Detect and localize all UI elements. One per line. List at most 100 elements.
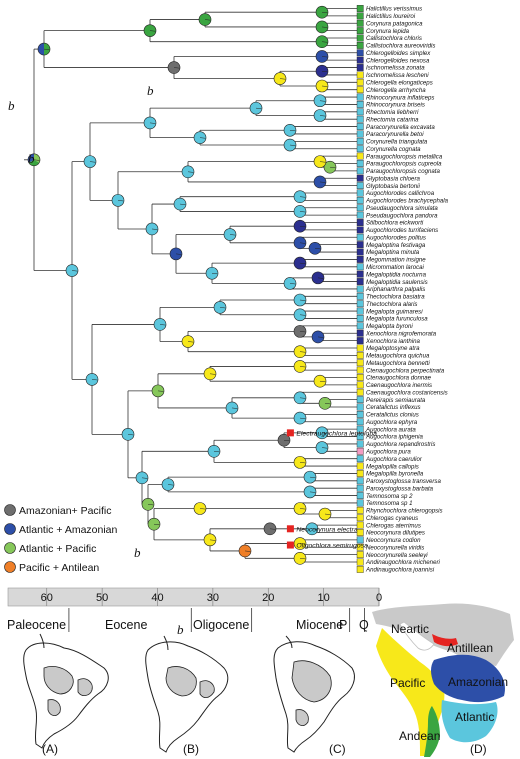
ancestral-state-pie [193, 502, 207, 515]
ancestral-state-pie [303, 470, 317, 484]
taxon-label: Augochlora pura [365, 449, 411, 456]
region-label-amazonian: Amazonian [448, 675, 508, 689]
node-tick [319, 100, 326, 102]
node-tick [319, 115, 326, 117]
legend-label: Amazonian+ Pacific [19, 505, 112, 517]
ancestral-state-pie [143, 24, 157, 37]
node-tick [299, 366, 306, 368]
node-state [249, 101, 263, 115]
ancestral-state-pie [293, 552, 307, 565]
tip-state-square [356, 462, 364, 470]
taxon-label: Neocorynura dilutipes [366, 530, 425, 537]
taxon-label: Rhinocorynura briseis [366, 102, 425, 109]
ancestral-state-pie [315, 20, 329, 34]
node-tick [321, 85, 328, 87]
ancestral-state-pie [313, 175, 327, 189]
taxon-label: Megaloptina minuta [366, 249, 420, 256]
taxon-label: Neocorynura codion [366, 537, 421, 544]
tip-state-square [356, 145, 364, 153]
ancestral-state-pie [313, 109, 327, 122]
node-tick [159, 324, 166, 326]
taxon-label: Megaloptidia nocturna [366, 271, 427, 278]
tick-label: 0 [376, 592, 382, 604]
ancestral-state-pie [308, 242, 322, 255]
taxon-label: Ischnomelissa zonata [366, 65, 425, 72]
ancestral-state-pie [293, 345, 307, 358]
node-state-slice [38, 43, 44, 56]
taxon-label: Corynura lepida [366, 28, 410, 35]
taxon-label: Thectochlora basiatra [366, 294, 425, 301]
ancestral-state-pie [305, 522, 319, 536]
ancestral-state-pie [313, 374, 327, 388]
ancestral-state-pie [293, 308, 307, 322]
node-tick [244, 550, 251, 552]
tip-state-square [356, 270, 364, 278]
ancestral-state-pie [293, 205, 307, 218]
taxon-label: Ischnomelissa lescheni [366, 72, 429, 79]
ancestral-state-pie [277, 433, 291, 447]
tip-state-square [356, 49, 364, 57]
b-markers: b b b b b [8, 83, 184, 637]
taxon-label: Paracorynurella betoi [366, 131, 424, 138]
taxon-label: Chlerogella arrhyncha [366, 87, 426, 94]
node-tick [153, 523, 160, 526]
ancestral-state-pie [293, 190, 307, 203]
taxon-label: Augochlora ephyra [365, 419, 418, 426]
node-tick [71, 270, 78, 272]
taxon-label: Halictillus loureiroi [366, 13, 416, 20]
taxon-label: Augochlorodes turrifaciens [365, 227, 438, 234]
taxon-label: Paraugochloropsis cupreola [366, 161, 442, 168]
node-tick [309, 491, 316, 493]
tip-state-square [356, 470, 364, 477]
ancestral-state-pie [151, 384, 165, 398]
ancestral-state-pie [85, 373, 99, 386]
tip-state-square [356, 366, 364, 374]
tip-state-square [356, 514, 364, 522]
tip-state-squares [356, 5, 364, 573]
ancestral-state-pie [207, 444, 221, 458]
panel-label-d: (D) [470, 742, 487, 756]
tip-state-square [356, 433, 364, 440]
ancestral-state-pie [315, 35, 329, 49]
ancestral-state-pie [311, 271, 325, 285]
tip-state-square [356, 492, 364, 499]
tip-state-square [356, 93, 364, 101]
ancestral-state-pie [238, 544, 252, 558]
ancestral-state-pie [83, 155, 97, 168]
fossil-label: Electraugochlora leptoloba [296, 430, 377, 437]
taxon-label: Rhectomia liebherri [366, 109, 419, 116]
taxon-label: Augochlorodes politus [365, 234, 426, 241]
node-tick [255, 107, 262, 109]
tip-state-square [356, 374, 364, 381]
tip-state-square [356, 71, 364, 79]
tip-state-square [356, 447, 364, 455]
tick-label: 20 [262, 592, 274, 604]
taxon-label: Megommation insigne [366, 257, 426, 264]
ancestral-state-pie [203, 533, 217, 547]
ancestral-state-pie [293, 502, 307, 515]
node-tick [209, 539, 216, 541]
node-tick [175, 253, 182, 255]
ancestral-state-pie [315, 441, 329, 454]
node-tick [209, 373, 216, 375]
taxon-label: Neocorynurella seeleyi [366, 552, 428, 559]
tip-state-square [356, 499, 364, 507]
tip-state-square [356, 388, 364, 396]
ancestral-state-pie [121, 428, 135, 441]
taxon-label: Temnosoma sp 2 [366, 493, 413, 500]
taxon-label: Rhectomia catarina [366, 116, 419, 123]
taxon-label: Rhynchochlora chlerogopsis [366, 508, 443, 515]
node-tick [117, 200, 124, 202]
tick-label: 40 [151, 592, 163, 604]
panel-label-a: (A) [42, 742, 58, 756]
tip-state-square [356, 411, 364, 418]
taxon-label: Pseudaugochlora pandora [366, 212, 438, 219]
legend-label: Atlantic + Pacific [19, 543, 96, 555]
ancestral-state-pie [153, 318, 167, 331]
ancestral-state-pie [293, 391, 307, 405]
ancestral-state-pie [315, 426, 329, 440]
tip-state-square [356, 565, 364, 573]
tip-state-square [356, 115, 364, 123]
tip-state-square [356, 329, 364, 337]
